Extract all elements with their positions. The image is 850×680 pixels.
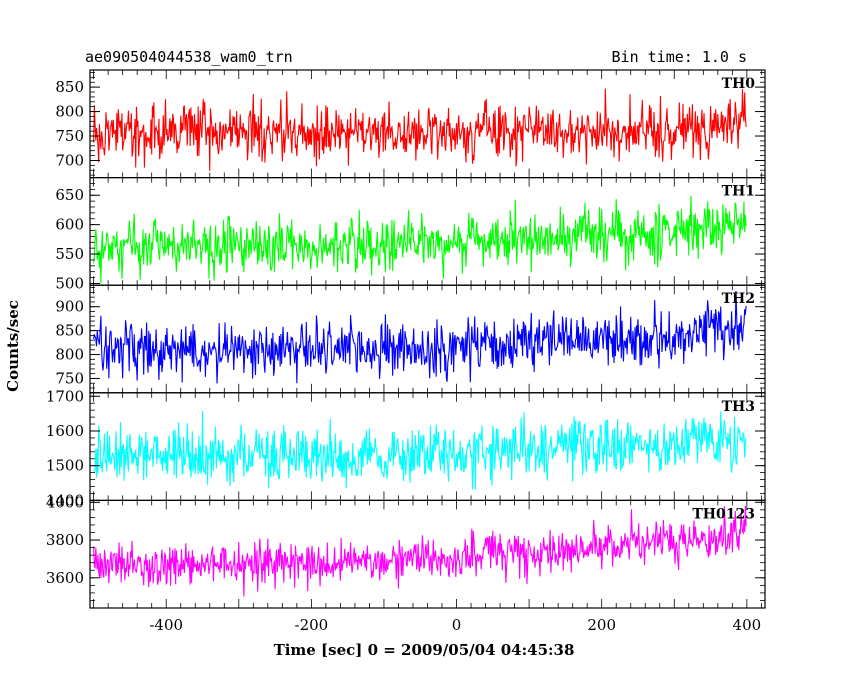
- panels-group: 700 750 800 850 TH0 500 550 600 650 TH1 750 800 850 9…: [46, 69, 766, 609]
- series-th2-line: [93, 291, 747, 384]
- series-th0123-line: [93, 505, 747, 597]
- y-axis-label: Counts/sec: [4, 300, 22, 392]
- x-tick-label: -200: [295, 616, 329, 634]
- y-tick-label: 3600: [46, 569, 84, 587]
- panel-label-th2: TH2: [722, 291, 755, 307]
- y-tick-label: 850: [55, 322, 84, 340]
- series-th3-line: [93, 410, 747, 490]
- y-tick-label: 1500: [46, 457, 84, 475]
- y-tick-label: 4000: [46, 493, 84, 511]
- x-tick-label: 400: [733, 616, 762, 634]
- header-left: ae090504044538_wam0_trn: [85, 48, 293, 66]
- y-tick-label: 800: [55, 346, 84, 364]
- series-th0-line: [93, 88, 747, 171]
- x-axis-label: Time [sec] 0 = 2009/05/04 04:45:38: [274, 641, 575, 659]
- header-right: Bin time: 1.0 s: [612, 48, 747, 66]
- panel-label-th1: TH1: [722, 184, 755, 200]
- series-th1-line: [93, 195, 747, 284]
- y-tick-label: 600: [55, 216, 84, 234]
- x-tick-label: -400: [149, 616, 183, 634]
- y-tick-label: 750: [55, 369, 84, 387]
- y-tick-label: 700: [55, 151, 84, 169]
- y-tick-label: 1400: [46, 491, 84, 509]
- y-tick-label: 1700: [46, 387, 84, 405]
- y-tick-label: 500: [55, 274, 84, 292]
- y-tick-label: 800: [55, 103, 84, 121]
- x-axis: -400 -200 0 200 400: [149, 616, 761, 634]
- x-tick-label: 0: [452, 616, 462, 634]
- x-tick-label: 200: [587, 616, 616, 634]
- y-tick-label: 850: [55, 78, 84, 96]
- y-tick-label: 3800: [46, 531, 84, 549]
- panel-label-th3: TH3: [722, 399, 755, 415]
- y-tick-label: 550: [55, 245, 84, 263]
- panel-label-th0: TH0: [722, 76, 756, 92]
- y-tick-label: 650: [55, 186, 84, 204]
- panel-label-th0123: TH0123: [692, 506, 755, 522]
- y-tick-label: 1600: [46, 422, 84, 440]
- y-tick-label: 900: [55, 298, 84, 316]
- y-tick-label: 750: [55, 127, 84, 145]
- panel-frame: [89, 177, 766, 286]
